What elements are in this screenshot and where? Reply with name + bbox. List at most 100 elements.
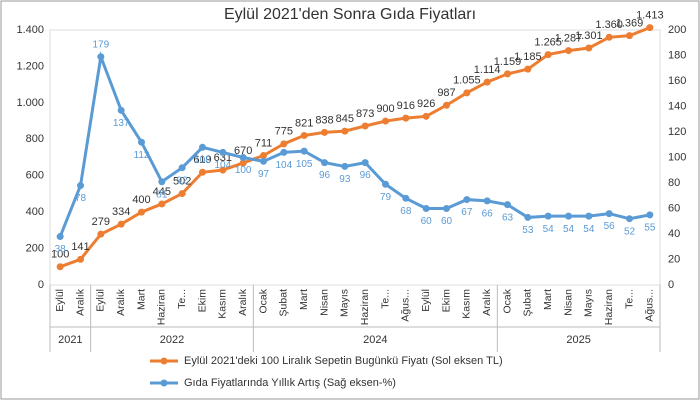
data-label: 502	[173, 175, 191, 187]
y2-tick-label: 180	[668, 49, 686, 61]
data-label: 60	[441, 216, 453, 227]
plot-area	[49, 29, 661, 286]
y2-tick-label: 160	[668, 75, 686, 87]
x-tick-label: Mayıs	[339, 289, 351, 317]
data-point	[646, 211, 654, 219]
data-label: 1.413	[636, 10, 664, 22]
y2-tick-label: 200	[668, 24, 686, 36]
data-point	[463, 196, 471, 204]
data-label: 96	[360, 170, 372, 181]
x-tick-label: Aralık	[74, 288, 86, 316]
data-label: 104	[275, 160, 292, 171]
data-point	[158, 178, 166, 186]
data-point	[361, 122, 369, 130]
data-label: 93	[339, 174, 351, 185]
data-point	[463, 89, 471, 97]
data-point	[605, 33, 613, 41]
data-point	[626, 215, 633, 223]
y2-tick-label: 60	[668, 202, 680, 214]
data-point	[504, 70, 511, 78]
data-label: 53	[522, 225, 534, 236]
y2-tick-label: 140	[668, 100, 686, 112]
y2-tick-label: 40	[668, 228, 680, 240]
data-point	[402, 114, 410, 122]
data-point	[117, 106, 125, 114]
data-label: 100	[51, 249, 69, 261]
data-label: 104	[214, 160, 231, 171]
x-tick-label: Te...	[623, 289, 635, 309]
data-point	[199, 168, 206, 176]
data-point	[605, 210, 613, 218]
data-label: 670	[234, 145, 252, 157]
data-point	[483, 197, 491, 205]
data-label: 54	[543, 224, 555, 235]
group-label: 2021	[58, 334, 82, 346]
data-label: 821	[295, 117, 313, 129]
x-tick-label: Mart	[298, 289, 310, 310]
x-tick-label: Haziran	[156, 289, 168, 325]
data-label: 445	[153, 186, 171, 198]
data-label: 112	[134, 150, 150, 161]
data-label: 141	[71, 241, 89, 253]
x-tick-label: Ocak	[501, 288, 513, 313]
y-tick-label: 800	[26, 133, 44, 145]
data-label: 63	[502, 212, 514, 223]
data-point	[219, 148, 227, 156]
x-tick-label: Eylül	[54, 289, 66, 312]
x-tick-label: Haziran	[603, 289, 615, 325]
group-label: 2022	[160, 334, 184, 346]
x-tick-label: Şubat	[278, 289, 290, 317]
y-tick-label: 400	[26, 206, 44, 218]
data-label: 900	[376, 103, 394, 115]
data-label: 1.265	[534, 36, 562, 48]
x-tick-label: Mayıs	[583, 289, 595, 317]
data-label: 400	[132, 194, 150, 206]
x-tick-label: Kasım	[217, 289, 229, 319]
data-point	[341, 162, 349, 170]
data-label: 92	[177, 175, 189, 186]
data-point	[443, 101, 450, 109]
x-tick-label: Nisan	[562, 289, 574, 316]
x-tick-label: Te...	[379, 289, 391, 309]
data-point	[260, 151, 267, 159]
data-point	[321, 159, 328, 167]
data-point	[77, 255, 84, 263]
x-tick-label: Şubat	[522, 289, 534, 317]
data-point	[158, 200, 166, 208]
data-point	[97, 230, 105, 238]
data-label: 1.360	[595, 19, 623, 31]
data-point	[199, 143, 206, 151]
data-label: 55	[644, 223, 656, 234]
y-tick-label: 600	[26, 170, 44, 182]
data-label: 54	[563, 224, 575, 235]
data-label: 100	[235, 165, 252, 176]
x-tick-label: Kasım	[461, 289, 473, 319]
data-label: 845	[336, 113, 354, 125]
x-tick-label: Ağus...	[644, 289, 656, 322]
y-tick-label: 1.000	[16, 97, 44, 109]
data-point	[260, 157, 267, 165]
x-tick-label: Ekim	[196, 289, 208, 313]
data-point	[178, 164, 186, 172]
data-label: 67	[461, 207, 473, 218]
data-point	[483, 78, 491, 86]
data-label: 68	[400, 206, 412, 217]
data-label: 1.369	[616, 18, 644, 30]
data-point	[544, 51, 552, 59]
data-point	[422, 112, 430, 120]
data-point	[219, 166, 227, 174]
data-point	[138, 138, 145, 146]
data-point	[402, 194, 410, 202]
x-tick-label: Haziran	[359, 289, 371, 325]
data-point	[97, 53, 105, 61]
data-point	[585, 44, 593, 52]
data-label: 926	[417, 98, 435, 110]
data-point	[178, 190, 186, 198]
data-point	[138, 208, 145, 216]
data-label: 873	[356, 108, 374, 120]
data-label: 108	[194, 155, 211, 166]
data-label: 56	[604, 221, 616, 232]
y-tick-label: 0	[38, 279, 44, 291]
y2-tick-label: 120	[668, 126, 686, 138]
